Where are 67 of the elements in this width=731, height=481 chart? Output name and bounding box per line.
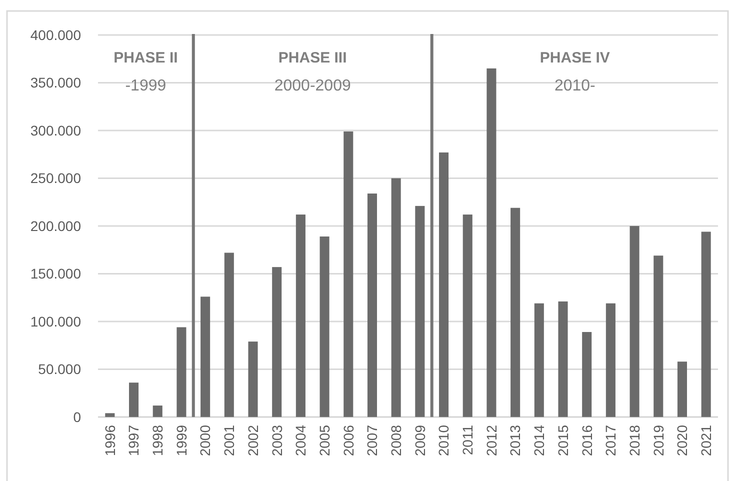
x-tick-label: 2003 [268, 424, 285, 456]
x-tick-label: 2014 [531, 424, 548, 456]
x-tick-label: 2004 [292, 424, 309, 456]
x-tick-label: 2006 [340, 424, 356, 456]
bar [344, 131, 354, 417]
x-tick-label: 2005 [316, 424, 332, 456]
x-tick-label: 2012 [483, 424, 500, 456]
annotation: -1999 [125, 78, 166, 95]
bar [105, 413, 115, 417]
bar [248, 342, 258, 417]
annotation: PHASE IV [540, 49, 610, 66]
y-tick-label: 400.000 [30, 26, 82, 43]
bar [462, 214, 472, 417]
x-tick-label: 1998 [150, 424, 166, 456]
x-tick-label: 2020 [674, 424, 690, 456]
bar [558, 301, 568, 417]
bar [534, 303, 544, 417]
annotation: 2010- [554, 78, 596, 95]
x-tick-label: 2000 [197, 424, 214, 456]
x-tick-label: 1997 [126, 424, 142, 456]
bar [439, 152, 449, 417]
x-tick-label: 2015 [554, 424, 571, 456]
annotation: 2000-2009 [274, 78, 351, 95]
bar [320, 236, 330, 417]
bar [582, 332, 592, 417]
annotation: PHASE III [278, 49, 347, 66]
bar [296, 214, 306, 417]
annotation: PHASE II [114, 49, 178, 66]
y-tick-label: 200.000 [30, 218, 82, 234]
y-tick-label: 250.000 [30, 170, 82, 186]
bar [486, 68, 496, 417]
x-tick-label: 2019 [650, 424, 666, 456]
bar [654, 256, 664, 417]
x-tick-label: 2001 [221, 424, 238, 456]
x-tick-label: 2011 [460, 424, 476, 456]
x-tick-label: 1999 [173, 424, 190, 456]
x-tick-label: 1996 [102, 424, 118, 456]
bar [272, 267, 282, 417]
x-tick-label: 2010 [436, 424, 452, 456]
bar [606, 303, 616, 417]
bar [200, 296, 210, 417]
y-tick-label: 0 [73, 408, 82, 425]
bar [630, 226, 640, 417]
x-tick-label: 2021 [698, 424, 714, 456]
bar [152, 406, 162, 417]
bar [415, 206, 425, 417]
bar [367, 194, 377, 417]
x-tick-label: 2009 [412, 424, 428, 456]
bar [176, 327, 186, 417]
y-tick-label: 50.000 [38, 361, 82, 378]
bar [224, 252, 234, 417]
bar [701, 232, 711, 417]
bar [129, 382, 139, 417]
y-tick-label: 150.000 [30, 266, 82, 282]
bar [391, 178, 401, 417]
x-tick-label: 2008 [388, 424, 404, 456]
y-tick-label: 300.000 [30, 122, 82, 138]
x-tick-label: 2007 [364, 424, 380, 456]
x-tick-label: 2018 [626, 424, 642, 456]
x-tick-label: 2017 [602, 424, 619, 456]
x-tick-label: 2016 [578, 424, 595, 456]
y-tick-label: 100.000 [30, 313, 82, 330]
x-tick-label: 2013 [507, 424, 524, 456]
y-tick-label: 350.000 [30, 74, 82, 91]
bar [510, 208, 520, 417]
x-tick-label: 2002 [244, 424, 261, 456]
bar [677, 362, 687, 417]
